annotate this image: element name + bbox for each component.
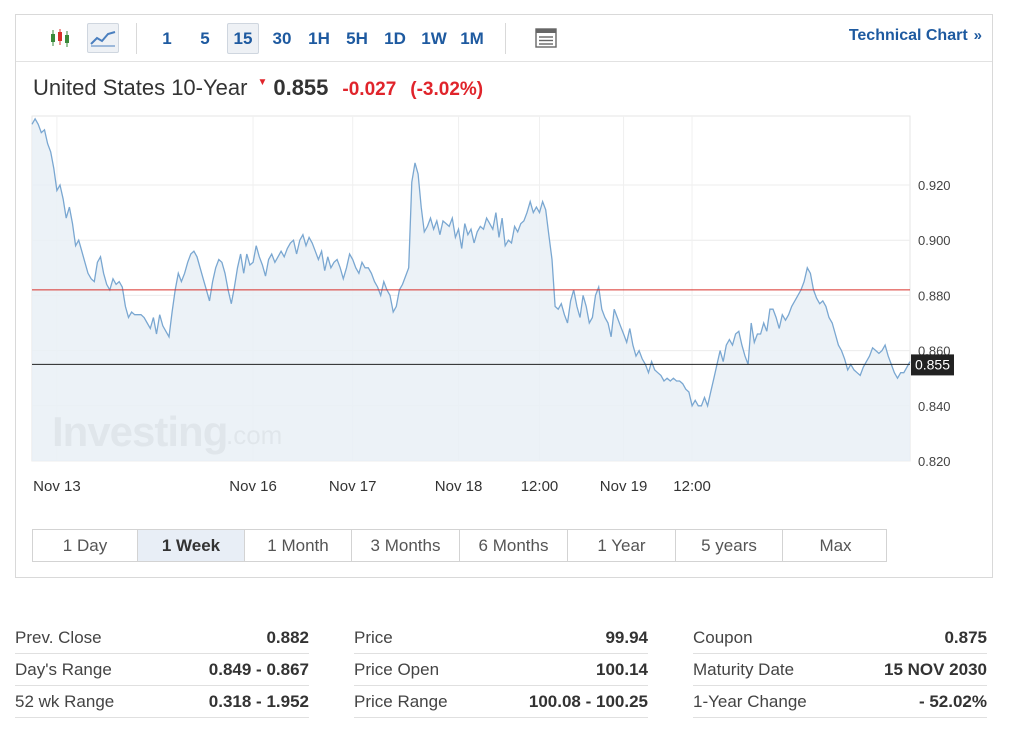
interval-1w[interactable]: 1W bbox=[421, 28, 447, 48]
y-tick-label: 0.820 bbox=[918, 454, 951, 469]
last-price-tag bbox=[911, 354, 954, 376]
interval-15[interactable]: 15 bbox=[227, 23, 259, 54]
y-tick-label: 0.880 bbox=[918, 288, 951, 303]
interval-1[interactable]: 1 bbox=[162, 28, 172, 48]
stat-label: Price Open bbox=[354, 659, 440, 679]
interval-1d[interactable]: 1D bbox=[384, 28, 406, 48]
stat-row: 52 wk Range 0.318 - 1.952 bbox=[15, 686, 309, 718]
time-range-selector: 1 Day 1 Week 1 Month 3 Months 6 Months 1 Year… bbox=[32, 529, 887, 562]
interval-1h[interactable]: 1H bbox=[308, 28, 330, 48]
interval-1m[interactable]: 1M bbox=[460, 28, 484, 48]
x-tick-label: Nov 19 bbox=[600, 478, 648, 495]
stat-value: 0.318 - 1.952 bbox=[208, 691, 309, 711]
line-chart-icon[interactable] bbox=[87, 23, 119, 53]
stat-label: Coupon bbox=[693, 627, 753, 647]
stat-label: 1-Year Change bbox=[693, 691, 807, 711]
last-price-tag-label: 0.855 bbox=[915, 356, 950, 372]
stat-label: Day's Range bbox=[15, 659, 112, 679]
stat-label: Maturity Date bbox=[693, 659, 795, 679]
down-triangle-icon: ▼ bbox=[257, 77, 268, 88]
stats-column: Coupon 0.875 Maturity Date 15 NOV 2030 1-Yea… bbox=[693, 622, 987, 718]
stat-value: 100.08 - 100.25 bbox=[528, 691, 648, 711]
last-price: 0.855 bbox=[273, 75, 329, 100]
range-button-1-year[interactable]: 1 Year bbox=[568, 530, 676, 561]
range-button-3-months[interactable]: 3 Months bbox=[352, 530, 460, 561]
stat-row: Price Open 100.14 bbox=[354, 654, 648, 686]
stat-value: 100.14 bbox=[596, 659, 648, 679]
range-button-6-months[interactable]: 6 Months bbox=[460, 530, 568, 561]
stat-value: 15 NOV 2030 bbox=[883, 659, 987, 679]
toolbar-divider bbox=[136, 23, 137, 54]
range-button-1-day[interactable]: 1 Day bbox=[33, 530, 138, 561]
range-button-1-week[interactable]: 1 Week bbox=[138, 530, 245, 561]
stat-label: 52 wk Range bbox=[15, 691, 115, 711]
stat-value: 0.882 bbox=[266, 627, 309, 647]
price-change: -0.027 bbox=[342, 79, 397, 100]
stat-row: 1-Year Change - 52.02% bbox=[693, 686, 987, 718]
stat-value: 0.849 - 0.867 bbox=[208, 659, 309, 679]
stat-value: 99.94 bbox=[605, 627, 648, 647]
stat-value: 0.875 bbox=[944, 627, 987, 647]
stat-row: Coupon 0.875 bbox=[693, 622, 987, 654]
stat-row: Price Range 100.08 - 100.25 bbox=[354, 686, 648, 718]
table-icon[interactable] bbox=[530, 23, 562, 53]
stat-value: - 52.02% bbox=[918, 691, 987, 711]
stat-label: Price Range bbox=[354, 691, 448, 711]
price-change-percent: (-3.02%) bbox=[410, 79, 484, 100]
x-tick-label: 12:00 bbox=[673, 478, 711, 495]
y-tick-label: 0.840 bbox=[918, 399, 951, 414]
x-tick-label: Nov 16 bbox=[229, 478, 277, 495]
stat-label: Price bbox=[354, 627, 393, 647]
toolbar-divider bbox=[505, 23, 506, 54]
interval-30[interactable]: 30 bbox=[272, 28, 292, 48]
chart-toolbar: 1 5 15 30 1H 5H 1D 1W 1M Technical Chart… bbox=[16, 15, 992, 62]
candlestick-icon[interactable] bbox=[44, 23, 76, 53]
x-tick-label: Nov 17 bbox=[329, 478, 377, 495]
x-tick-label: Nov 13 bbox=[33, 478, 81, 495]
range-button-1-month[interactable]: 1 Month bbox=[245, 530, 352, 561]
price-line bbox=[31, 117, 911, 409]
interval-5h[interactable]: 5H bbox=[346, 28, 368, 48]
double-chevron-right-icon: » bbox=[973, 27, 982, 44]
x-tick-label: 12:00 bbox=[521, 478, 559, 495]
y-tick-label: 0.900 bbox=[918, 233, 951, 248]
y-tick-label: 0.920 bbox=[918, 178, 951, 193]
stat-row: Prev. Close 0.882 bbox=[15, 622, 309, 654]
stat-label: Prev. Close bbox=[15, 627, 102, 647]
range-button-max[interactable]: Max bbox=[819, 535, 852, 555]
stat-row: Day's Range 0.849 - 0.867 bbox=[15, 654, 309, 686]
instrument-name: United States 10-Year bbox=[33, 75, 248, 100]
stat-row: Maturity Date 15 NOV 2030 bbox=[693, 654, 987, 686]
technical-chart-label: Technical Chart bbox=[848, 27, 968, 44]
chart-widget: 1 5 15 30 1H 5H 1D 1W 1M Technical Chart… bbox=[15, 14, 993, 578]
instrument-header: United States 10-Year ▼ 0.855 -0.027 (-3… bbox=[33, 75, 483, 105]
interval-5[interactable]: 5 bbox=[200, 28, 210, 48]
stats-column: Prev. Close 0.882 Day's Range 0.849 - 0.867… bbox=[15, 622, 309, 718]
range-button-5-years[interactable]: 5 years bbox=[676, 530, 783, 561]
technical-chart-link[interactable]: Technical Chart » bbox=[849, 27, 982, 45]
stat-row: Price 99.94 bbox=[354, 622, 648, 654]
stats-column: Price 99.94 Price Open 100.14 Price Range 100… bbox=[354, 622, 648, 718]
x-tick-label: Nov 18 bbox=[435, 478, 483, 495]
